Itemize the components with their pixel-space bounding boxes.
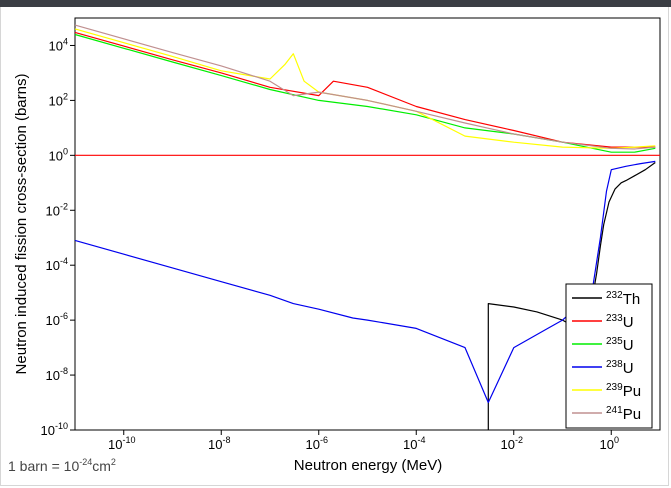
legend-element: Th: [623, 291, 641, 308]
x-axis-label: Neutron energy (MeV): [294, 457, 442, 474]
y-tick-base: 10: [41, 423, 55, 438]
y-tick-base: 10: [46, 203, 60, 218]
y-tick-exp: -10: [55, 421, 68, 431]
y-tick-base: 10: [46, 368, 60, 383]
legend-element: U: [623, 337, 634, 354]
y-tick-exp: -8: [60, 366, 68, 376]
x-tick-exp: -4: [417, 435, 425, 445]
legend-mass: 239: [606, 382, 623, 393]
image-frame: [0, 7, 669, 486]
y-tick-label: 10-10: [41, 421, 68, 438]
legend-mass: 233: [606, 313, 623, 324]
x-tick-base: 10: [208, 437, 222, 452]
legend-element: U: [623, 314, 634, 331]
y-tick-exp: -6: [60, 311, 68, 321]
x-tick-label: 10-4: [403, 435, 425, 452]
x-tick-exp: -8: [222, 435, 230, 445]
x-tick-exp: 0: [614, 435, 619, 445]
x-tick-label: 10-10: [108, 435, 135, 452]
y-tick-exp: 0: [63, 146, 68, 156]
y-tick-label: 104: [49, 36, 68, 53]
series-line-238u: [74, 160, 656, 404]
legend-label: 238U: [606, 359, 634, 377]
legend-mass: 238: [606, 359, 623, 370]
footnote-prefix: 1 barn = 10: [8, 458, 80, 474]
legend-label: 233U: [606, 313, 634, 331]
y-tick-base: 10: [46, 313, 60, 328]
y-tick-base: 10: [46, 258, 60, 273]
x-tick-base: 10: [108, 437, 122, 452]
legend-element: Pu: [623, 383, 641, 400]
legend-label: 241Pu: [606, 405, 641, 423]
legend-element: Pu: [623, 406, 641, 423]
x-tick-base: 10: [501, 437, 515, 452]
barn-footnote: 1 barn = 10-24cm2: [8, 457, 116, 474]
x-tick-base: 10: [306, 437, 320, 452]
y-axis-label: Neutron induced fission cross-section (b…: [13, 74, 30, 375]
series-line-233u: [74, 31, 656, 148]
legend-box: [565, 283, 653, 429]
y-tick-label: 102: [49, 91, 68, 108]
legend-label: 239Pu: [606, 382, 641, 400]
series-line-235u: [74, 33, 656, 153]
x-tick-base: 10: [600, 437, 614, 452]
legend-label: 232Th: [606, 290, 640, 308]
y-tick-base: 10: [49, 93, 63, 108]
legend-label: 235U: [606, 336, 634, 354]
footnote-exp: -24: [79, 457, 93, 467]
series-line-232th: [487, 162, 656, 430]
x-tick-label: 10-6: [306, 435, 328, 452]
legend-element: U: [623, 360, 634, 377]
y-tick-base: 10: [49, 148, 63, 163]
legend-mass: 241: [606, 405, 623, 416]
y-tick-label: 10-4: [46, 256, 68, 273]
x-tick-base: 10: [403, 437, 417, 452]
y-tick-base: 10: [49, 38, 63, 53]
y-tick-label: 10-2: [46, 201, 68, 218]
y-tick-label: 100: [49, 146, 68, 163]
series-line-241pu: [74, 24, 656, 150]
x-tick-exp: -10: [122, 435, 135, 445]
legend-mass: 235: [606, 336, 623, 347]
y-tick-exp: -2: [60, 201, 68, 211]
series-layer: [74, 24, 656, 430]
y-tick-label: 10-8: [46, 366, 68, 383]
legend-mass: 232: [606, 290, 623, 301]
y-tick-exp: 4: [63, 36, 68, 46]
footnote-suffix: cm: [92, 458, 111, 474]
y-tick-exp: -4: [60, 256, 68, 266]
plot-area: [74, 17, 661, 431]
x-tick-exp: -2: [515, 435, 523, 445]
tick-layer: 10-10 10-8 10-6 10-4 10-2 10010-1010-810-610-…: [41, 36, 619, 452]
window-top-bar: [0, 0, 671, 7]
footnote-unit-exp: 2: [110, 457, 116, 467]
x-tick-exp: -6: [320, 435, 328, 445]
x-tick-label: 10-2: [501, 435, 523, 452]
y-tick-exp: 2: [63, 91, 68, 101]
x-tick-label: 10-8: [208, 435, 230, 452]
y-tick-label: 10-6: [46, 311, 68, 328]
x-tick-label: 100: [600, 435, 619, 452]
